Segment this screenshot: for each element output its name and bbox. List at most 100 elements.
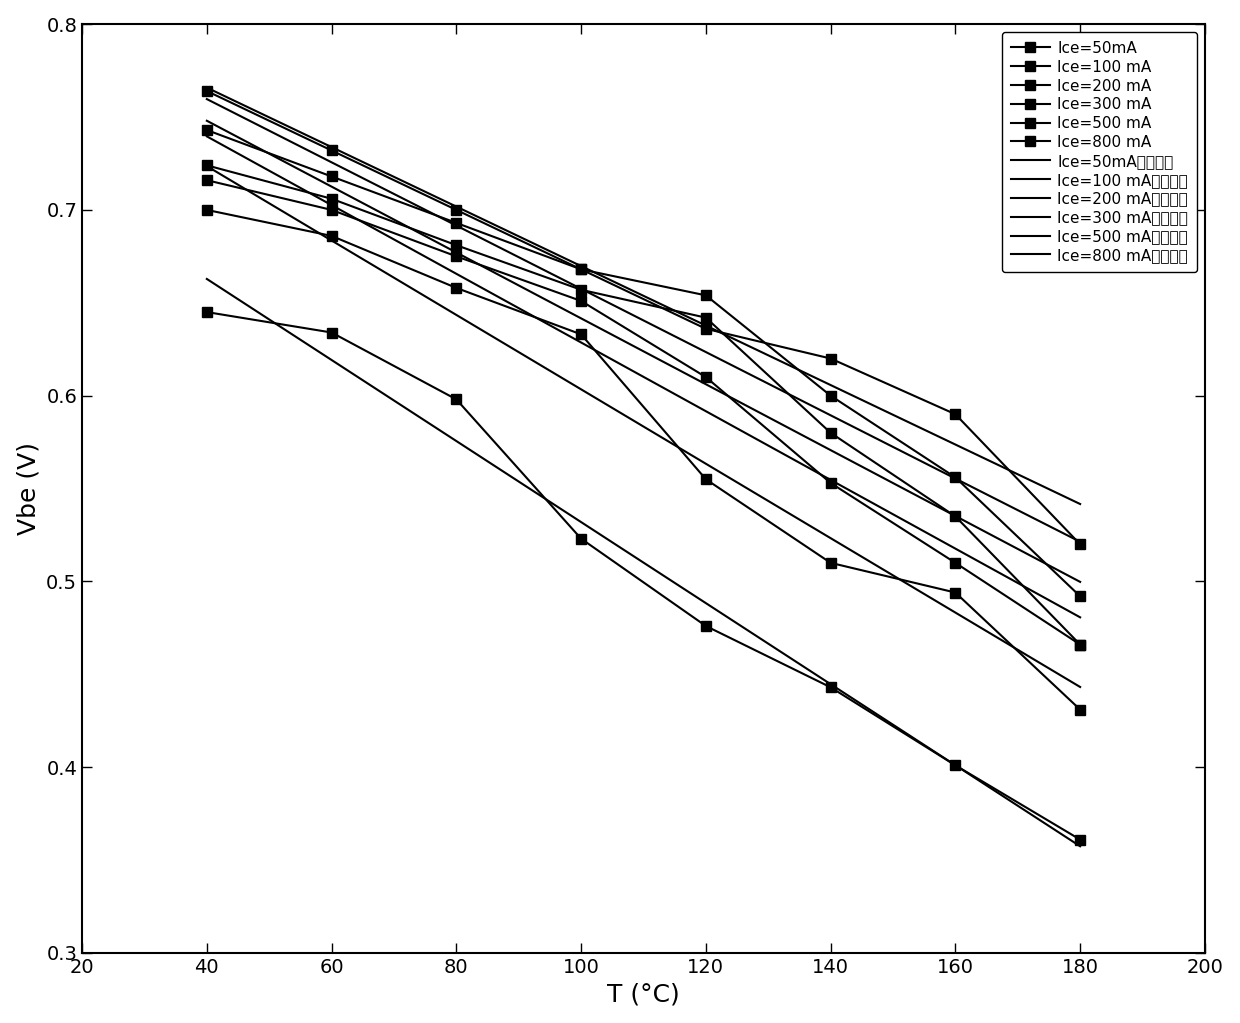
Ice=800 mA bbox=[1073, 834, 1087, 846]
Ice=500 mA bbox=[449, 281, 464, 294]
Ice=800 mA拟合直线 bbox=[734, 620, 749, 632]
Ice=300 mA bbox=[947, 557, 962, 569]
Ice=500 mA拟合直线 bbox=[200, 160, 215, 172]
Ice=500 mA拟合直线 bbox=[1073, 681, 1087, 694]
Ice=500 mA拟合直线 bbox=[935, 599, 950, 612]
Line: Ice=200 mA: Ice=200 mA bbox=[202, 161, 1085, 650]
Line: Ice=500 mA拟合直线: Ice=500 mA拟合直线 bbox=[207, 166, 1080, 687]
Ice=300 mA bbox=[324, 204, 339, 216]
Ice=800 mA bbox=[823, 681, 838, 694]
Ice=800 mA拟合直线 bbox=[202, 275, 217, 287]
Ice=200 mA拟合直线 bbox=[717, 388, 732, 400]
Ice=300 mA bbox=[1073, 638, 1087, 651]
Ice=500 mA bbox=[823, 557, 838, 569]
Line: Ice=500 mA: Ice=500 mA bbox=[202, 205, 1085, 714]
Ice=300 mA拟合直线 bbox=[734, 425, 749, 437]
Ice=200 mA拟合直线 bbox=[734, 397, 749, 409]
Ice=200 mA bbox=[1073, 638, 1087, 651]
Ice=800 mA拟合直线 bbox=[717, 609, 732, 621]
Ice=100 mA拟合直线 bbox=[1073, 536, 1087, 548]
Ice=50mA拟合直线 bbox=[719, 329, 734, 342]
Ice=100 mA bbox=[200, 124, 215, 136]
Ice=100 mA拟合直线 bbox=[200, 93, 215, 105]
Ice=50mA bbox=[1073, 538, 1087, 550]
Ice=200 mA拟合直线 bbox=[719, 389, 734, 401]
Ice=800 mA bbox=[200, 306, 215, 318]
Ice=50mA bbox=[449, 204, 464, 216]
Ice=50mA拟合直线 bbox=[717, 328, 732, 341]
Ice=200 mA拟合直线 bbox=[200, 115, 215, 127]
Ice=500 mA拟合直线 bbox=[717, 469, 732, 481]
Ice=200 mA bbox=[698, 312, 713, 324]
Ice=800 mA拟合直线 bbox=[719, 611, 734, 623]
Ice=500 mA bbox=[1073, 704, 1087, 716]
Line: Ice=50mA拟合直线: Ice=50mA拟合直线 bbox=[207, 88, 1080, 504]
Ice=50mA拟合直线 bbox=[1073, 498, 1087, 510]
Ice=800 mA拟合直线 bbox=[935, 751, 950, 763]
Ice=100 mA bbox=[947, 472, 962, 484]
Ice=200 mA拟合直线 bbox=[991, 533, 1006, 545]
Ice=500 mA拟合直线 bbox=[719, 470, 734, 482]
Ice=800 mA拟合直线 bbox=[1073, 840, 1087, 852]
Ice=200 mA拟合直线 bbox=[202, 117, 217, 129]
Ice=300 mA bbox=[449, 251, 464, 263]
Ice=50mA拟合直线 bbox=[935, 433, 950, 445]
Line: Ice=800 mA: Ice=800 mA bbox=[202, 307, 1085, 844]
Ice=500 mA bbox=[574, 328, 589, 341]
Ice=500 mA拟合直线 bbox=[202, 162, 217, 174]
Line: Ice=50mA: Ice=50mA bbox=[202, 86, 1085, 549]
Ice=50mA bbox=[324, 144, 339, 157]
Ice=100 mA拟合直线 bbox=[935, 466, 950, 479]
Ice=200 mA拟合直线 bbox=[1073, 576, 1087, 588]
Ice=800 mA拟合直线 bbox=[200, 273, 215, 285]
Ice=800 mA bbox=[324, 326, 339, 339]
Ice=100 mA拟合直线 bbox=[734, 364, 749, 376]
Ice=800 mA拟合直线 bbox=[991, 787, 1006, 799]
Ice=50mA拟合直线 bbox=[200, 82, 215, 94]
Ice=300 mA拟合直线 bbox=[935, 536, 950, 548]
Ice=100 mA bbox=[823, 390, 838, 402]
Line: Ice=800 mA拟合直线: Ice=800 mA拟合直线 bbox=[207, 279, 1080, 846]
Ice=100 mA bbox=[324, 171, 339, 183]
Legend: Ice=50mA, Ice=100 mA, Ice=200 mA, Ice=300 mA, Ice=500 mA, Ice=800 mA, Ice=50mA拟合: Ice=50mA, Ice=100 mA, Ice=200 mA, Ice=30… bbox=[1002, 32, 1198, 272]
Ice=100 mA拟合直线 bbox=[991, 494, 1006, 506]
Line: Ice=200 mA拟合直线: Ice=200 mA拟合直线 bbox=[207, 121, 1080, 582]
Ice=50mA拟合直线 bbox=[202, 83, 217, 95]
Ice=300 mA拟合直线 bbox=[1073, 611, 1087, 623]
Ice=500 mA拟合直线 bbox=[734, 479, 749, 491]
Ice=100 mA拟合直线 bbox=[719, 356, 734, 368]
Ice=300 mA拟合直线 bbox=[991, 566, 1006, 578]
Ice=500 mA bbox=[200, 204, 215, 216]
Ice=500 mA bbox=[324, 230, 339, 242]
Ice=500 mA bbox=[947, 586, 962, 598]
Ice=100 mA拟合直线 bbox=[717, 355, 732, 367]
Ice=500 mA bbox=[698, 473, 713, 485]
Line: Ice=100 mA: Ice=100 mA bbox=[202, 125, 1085, 602]
Ice=300 mA拟合直线 bbox=[202, 132, 217, 144]
Ice=50mA bbox=[200, 85, 215, 97]
Ice=100 mA bbox=[449, 217, 464, 229]
Ice=300 mA bbox=[698, 371, 713, 384]
Ice=200 mA拟合直线 bbox=[935, 503, 950, 516]
Ice=50mA bbox=[947, 408, 962, 420]
Ice=800 mA bbox=[698, 620, 713, 632]
Ice=50mA bbox=[823, 352, 838, 364]
Ice=100 mA拟合直线 bbox=[202, 94, 217, 106]
Ice=200 mA bbox=[449, 239, 464, 252]
Ice=300 mA拟合直线 bbox=[719, 416, 734, 429]
Ice=50mA拟合直线 bbox=[991, 459, 1006, 472]
Line: Ice=300 mA拟合直线: Ice=300 mA拟合直线 bbox=[207, 136, 1080, 617]
Line: Ice=100 mA拟合直线: Ice=100 mA拟合直线 bbox=[207, 99, 1080, 542]
Ice=800 mA bbox=[947, 759, 962, 771]
Ice=100 mA bbox=[574, 263, 589, 275]
Y-axis label: Vbe (V): Vbe (V) bbox=[16, 442, 41, 535]
Ice=200 mA bbox=[574, 283, 589, 296]
Ice=50mA拟合直线 bbox=[734, 337, 749, 349]
Ice=200 mA bbox=[823, 427, 838, 439]
X-axis label: T (°C): T (°C) bbox=[608, 982, 680, 1007]
Ice=800 mA bbox=[449, 393, 464, 405]
Ice=800 mA bbox=[574, 533, 589, 545]
Ice=300 mA bbox=[200, 174, 215, 186]
Ice=50mA bbox=[698, 322, 713, 335]
Ice=100 mA bbox=[1073, 590, 1087, 603]
